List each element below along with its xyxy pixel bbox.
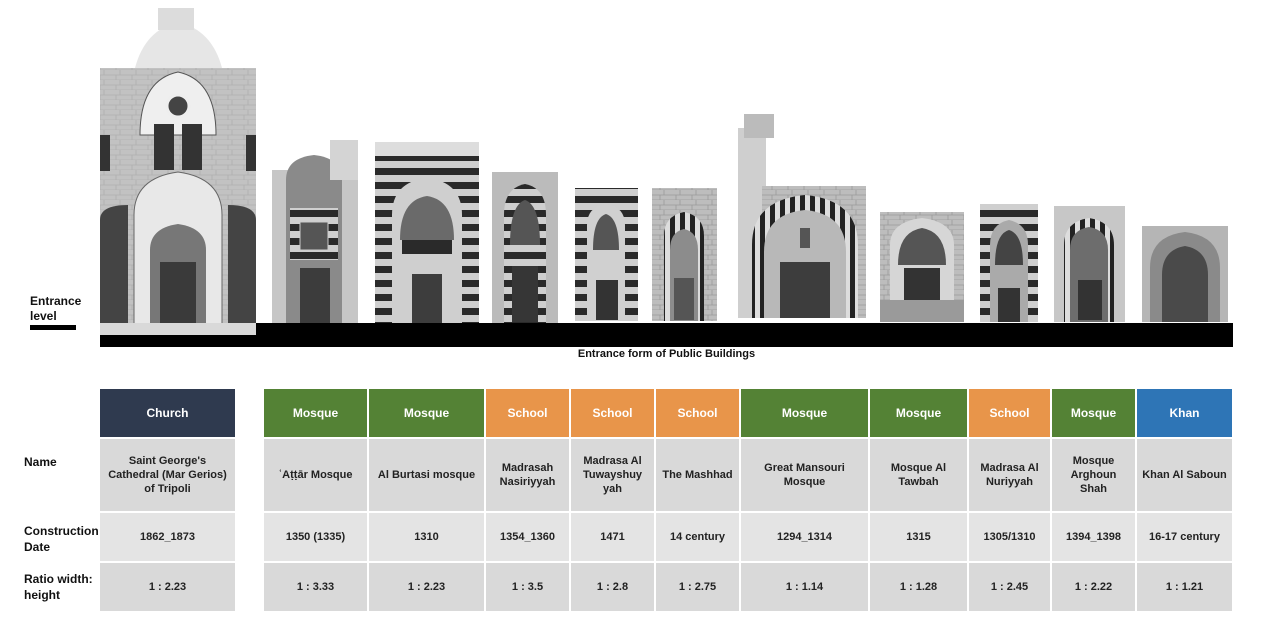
facade-madrasa-al-nuriyyah: [980, 204, 1038, 322]
cell-name: Mosque Al Tawbah: [870, 439, 967, 511]
cell-name: Madrasa Al Tuwayshuy yah: [571, 439, 654, 511]
cell-date: 1354_1360: [486, 513, 569, 561]
cell-date: 1315: [870, 513, 967, 561]
cell-date: 1394_1398: [1052, 513, 1135, 561]
cell-ratio: 1 : 1.28: [870, 563, 967, 611]
cell-ratio: 1 : 3.5: [486, 563, 569, 611]
row-label-name: Name: [24, 455, 57, 469]
facade-church: [100, 8, 256, 335]
cell-name: Madrasah Nasiriyyah: [486, 439, 569, 511]
row-label-ratio: Ratio width: height: [24, 572, 93, 602]
cell-type: Khan: [1137, 389, 1232, 437]
cell-date: 1471: [571, 513, 654, 561]
cell-date: 1310: [369, 513, 484, 561]
cell-date: 1294_1314: [741, 513, 868, 561]
diagram-caption: Entrance form of Public Buildings: [577, 348, 756, 360]
facade-khan-al-saboun: [1142, 226, 1228, 322]
entrance-level-label: Entrance level: [30, 294, 82, 323]
cell-ratio: 1 : 2.8: [571, 563, 654, 611]
cell-type: Mosque: [369, 389, 484, 437]
facade-great-mansouri-mosque: [738, 114, 866, 318]
cell-ratio: 1 : 2.23: [369, 563, 484, 611]
cell-ratio: 1 : 2.22: [1052, 563, 1135, 611]
facade-madrasah-nasiriyyah: [492, 172, 558, 323]
cell-name: ʿAṭṭār Mosque: [264, 439, 367, 511]
cell-ratio: 1 : 2.75: [656, 563, 739, 611]
cell-type: Mosque: [870, 389, 967, 437]
cell-type: School: [969, 389, 1050, 437]
cell-date: 14 century: [656, 513, 739, 561]
cell-date: 1862_1873: [100, 513, 235, 561]
facade-mosque-arghoun-shah: [1054, 206, 1125, 322]
row-label-date: Construction Date: [24, 524, 99, 554]
facade-elevation-strip: [100, 8, 1233, 347]
cell-ratio: 1 : 1.21: [1137, 563, 1232, 611]
facade-the-mashhad: [652, 188, 717, 321]
facade-al-burtasi-mosque: [375, 142, 479, 326]
cell-ratio: 1 : 2.45: [969, 563, 1050, 611]
entrance-level-marker: [30, 325, 76, 330]
cell-name: Madrasa Al Nuriyyah: [969, 439, 1050, 511]
cell-ratio: 1 : 2.23: [100, 563, 235, 611]
facade-mosque-al-tawbah: [880, 212, 964, 322]
facade-attar-mosque: [272, 140, 358, 325]
cell-name: Mosque Arghoun Shah: [1052, 439, 1135, 511]
cell-date: 16-17 century: [1137, 513, 1232, 561]
facade-madrasa-al-tuwayshuyyah: [575, 188, 638, 321]
cell-name: Al Burtasi mosque: [369, 439, 484, 511]
cell-name: Great Mansouri Mosque: [741, 439, 868, 511]
cell-ratio: 1 : 1.14: [741, 563, 868, 611]
cell-name: The Mashhad: [656, 439, 739, 511]
ground-band: [100, 323, 1233, 347]
cell-date: 1305/1310: [969, 513, 1050, 561]
cell-name: Saint George's Cathedral (Mar Gerios) of…: [100, 439, 235, 511]
cell-type: School: [656, 389, 739, 437]
cell-type: Mosque: [1052, 389, 1135, 437]
cell-date: 1350 (1335): [264, 513, 367, 561]
cell-ratio: 1 : 3.33: [264, 563, 367, 611]
cell-type: School: [571, 389, 654, 437]
cell-name: Khan Al Saboun: [1137, 439, 1232, 511]
cell-type: School: [486, 389, 569, 437]
cell-type: Church: [100, 389, 235, 437]
cell-type: Mosque: [264, 389, 367, 437]
cell-type: Mosque: [741, 389, 868, 437]
